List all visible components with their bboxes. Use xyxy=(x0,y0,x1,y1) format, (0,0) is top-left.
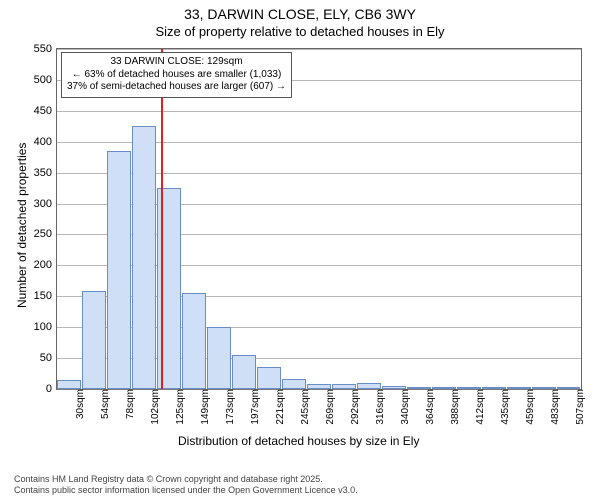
x-tick-label: 197sqm xyxy=(248,389,261,425)
bar xyxy=(132,126,156,389)
x-tick-label: 269sqm xyxy=(323,389,336,425)
x-tick-label: 125sqm xyxy=(173,389,186,425)
x-axis-label: Distribution of detached houses by size … xyxy=(178,434,419,448)
y-tick-label: 100 xyxy=(34,321,57,333)
x-tick-label: 221sqm xyxy=(273,389,286,425)
x-tick-label: 245sqm xyxy=(298,389,311,425)
x-tick-label: 435sqm xyxy=(498,389,511,425)
y-tick-label: 350 xyxy=(34,167,57,179)
plot-area: 05010015020025030035040045050055030sqm54… xyxy=(56,48,582,390)
footer-line-2: Contains public sector information licen… xyxy=(14,485,358,496)
x-tick-label: 483sqm xyxy=(548,389,561,425)
x-tick-label: 459sqm xyxy=(523,389,536,425)
bar xyxy=(57,380,81,389)
y-tick-label: 250 xyxy=(34,228,57,240)
annotation-line-2: 37% of semi-detached houses are larger (… xyxy=(67,81,286,94)
y-tick-label: 500 xyxy=(34,74,57,86)
x-tick-label: 102sqm xyxy=(148,389,161,425)
bar xyxy=(107,151,131,389)
y-tick-label: 450 xyxy=(34,105,57,117)
annotation-line-1: ← 63% of detached houses are smaller (1,… xyxy=(67,69,286,82)
bar xyxy=(232,355,256,389)
x-tick-label: 316sqm xyxy=(373,389,386,425)
x-tick-label: 292sqm xyxy=(348,389,361,425)
page-title: 33, DARWIN CLOSE, ELY, CB6 3WY xyxy=(0,6,600,24)
y-tick-label: 0 xyxy=(46,383,57,395)
y-tick-label: 200 xyxy=(34,259,57,271)
x-tick-label: 78sqm xyxy=(123,389,136,419)
annotation-title: 33 DARWIN CLOSE: 129sqm xyxy=(67,56,286,69)
y-tick-label: 300 xyxy=(34,198,57,210)
bar xyxy=(82,291,106,389)
x-tick-label: 412sqm xyxy=(473,389,486,425)
x-tick-label: 30sqm xyxy=(73,389,86,419)
page-subtitle: Size of property relative to detached ho… xyxy=(0,24,600,40)
y-tick-label: 150 xyxy=(34,290,57,302)
y-tick-label: 550 xyxy=(34,43,57,55)
x-tick-label: 54sqm xyxy=(98,389,111,419)
gridline xyxy=(57,49,581,50)
chart: 0 50 100 150 200 250 300 350 400 450 500 550 30sqm 54… xyxy=(0,40,600,450)
footer: Contains HM Land Registry data © Crown c… xyxy=(14,474,358,497)
x-tick-label: 173sqm xyxy=(223,389,236,425)
annotation-box: 33 DARWIN CLOSE: 129sqm← 63% of detached… xyxy=(61,52,292,98)
y-tick-label: 50 xyxy=(40,352,57,364)
gridline xyxy=(57,111,581,112)
bar xyxy=(257,367,281,389)
x-tick-label: 149sqm xyxy=(198,389,211,425)
y-axis-label: Number of detached properties xyxy=(15,143,29,308)
footer-line-1: Contains HM Land Registry data © Crown c… xyxy=(14,474,358,485)
x-tick-label: 507sqm xyxy=(573,389,586,425)
bar xyxy=(207,327,231,389)
bar xyxy=(182,293,206,389)
bar xyxy=(282,379,306,389)
x-tick-label: 340sqm xyxy=(398,389,411,425)
x-tick-label: 388sqm xyxy=(448,389,461,425)
y-tick-label: 400 xyxy=(34,136,57,148)
x-tick-label: 364sqm xyxy=(423,389,436,425)
marker-line xyxy=(161,49,163,389)
